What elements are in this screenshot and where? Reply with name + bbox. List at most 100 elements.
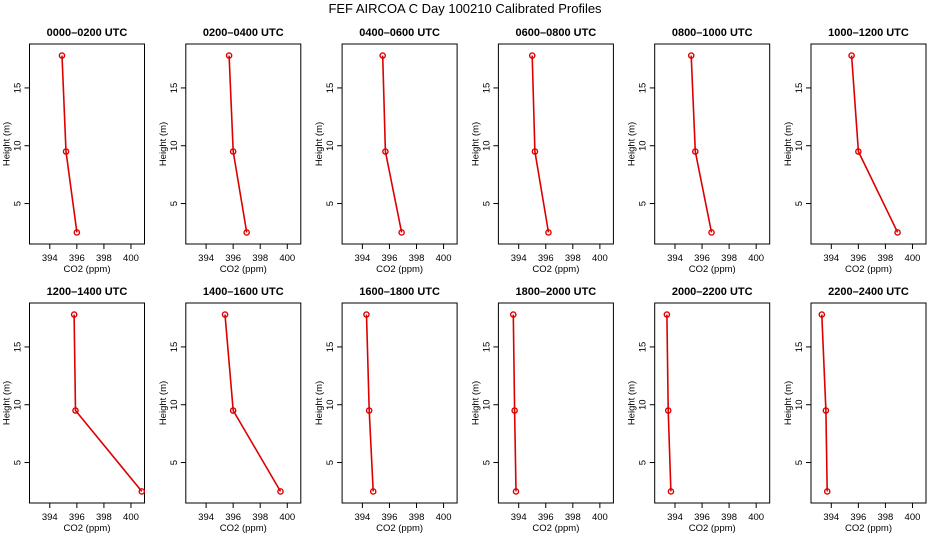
x-tick-label: 396 bbox=[225, 512, 241, 523]
x-axis-label: CO2 (ppm) bbox=[532, 264, 579, 275]
profile-point bbox=[379, 52, 386, 59]
panel-title: 1400–1600 UTC bbox=[203, 286, 284, 298]
profile-point bbox=[528, 52, 536, 59]
x-tick-label: 398 bbox=[721, 253, 737, 264]
profile-point bbox=[229, 148, 237, 155]
panel-title: 0800–1000 UTC bbox=[672, 27, 753, 39]
profile-point bbox=[818, 311, 826, 318]
x-axis-label: CO2 (ppm) bbox=[64, 264, 111, 275]
y-axis-label: Height (m) bbox=[470, 122, 481, 166]
plot-frame bbox=[654, 302, 771, 504]
x-tick-label: 398 bbox=[877, 253, 893, 264]
x-tick-label: 396 bbox=[69, 512, 85, 523]
x-tick-label: 396 bbox=[69, 253, 85, 264]
x-tick-label: 394 bbox=[198, 512, 214, 523]
x-tick-label: 400 bbox=[748, 253, 764, 264]
x-axis-label: CO2 (ppm) bbox=[532, 523, 579, 534]
plot-frame bbox=[810, 43, 927, 245]
y-tick-label: 10 bbox=[794, 399, 805, 410]
profile-point bbox=[667, 488, 675, 495]
y-tick-label: 5 bbox=[169, 201, 180, 206]
y-tick-label: 15 bbox=[638, 83, 649, 94]
x-tick-label: 398 bbox=[721, 512, 737, 523]
profile-point bbox=[894, 229, 901, 236]
profile-line bbox=[690, 55, 713, 233]
profile-point bbox=[708, 229, 715, 236]
profile-line bbox=[61, 55, 78, 233]
x-axis-label: CO2 (ppm) bbox=[376, 264, 423, 275]
y-tick-label: 5 bbox=[13, 460, 24, 465]
x-tick-label: 398 bbox=[252, 253, 268, 264]
y-tick-label: 10 bbox=[169, 140, 180, 151]
y-tick-label: 15 bbox=[325, 83, 336, 94]
profile-point bbox=[365, 407, 373, 414]
plot-frame bbox=[497, 43, 614, 245]
plot-frame bbox=[29, 43, 145, 245]
profile-point bbox=[512, 488, 520, 495]
y-tick-label: 10 bbox=[169, 399, 180, 410]
x-tick-label: 398 bbox=[96, 253, 112, 264]
x-axis-label: CO2 (ppm) bbox=[689, 264, 736, 275]
x-tick-label: 400 bbox=[592, 512, 608, 523]
panel-title: 1600–1800 UTC bbox=[359, 286, 440, 298]
x-tick-label: 394 bbox=[354, 512, 370, 523]
profile-point bbox=[363, 311, 370, 318]
y-tick-label: 15 bbox=[325, 342, 336, 353]
profile-line bbox=[73, 314, 143, 492]
profile-point bbox=[62, 148, 70, 155]
x-tick-label: 394 bbox=[198, 253, 214, 264]
profile-line bbox=[224, 314, 282, 492]
panel: 0800–1000 UTC 394 396 398 400 CO2 (ppm) 5 10 15 H… bbox=[627, 27, 771, 275]
y-axis-label: Height (m) bbox=[158, 122, 169, 166]
profile-point bbox=[229, 407, 237, 414]
panel: 2000–2200 UTC 394 396 398 400 CO2 (ppm) 5 10 15 H… bbox=[627, 286, 771, 534]
x-tick-label: 398 bbox=[409, 253, 425, 264]
panel: 0600–0800 UTC 394 396 398 400 CO2 (ppm) 5 10 15 H… bbox=[470, 27, 614, 275]
plot-frame bbox=[810, 302, 927, 504]
profile-point bbox=[663, 311, 671, 318]
x-tick-label: 394 bbox=[667, 512, 683, 523]
y-tick-label: 5 bbox=[325, 201, 336, 206]
y-axis-label: Height (m) bbox=[470, 381, 481, 425]
x-tick-label: 394 bbox=[42, 253, 58, 264]
x-tick-label: 396 bbox=[850, 512, 866, 523]
profile-line bbox=[821, 314, 828, 492]
y-axis-label: Height (m) bbox=[627, 381, 638, 425]
y-tick-label: 5 bbox=[169, 460, 180, 465]
y-tick-label: 5 bbox=[481, 201, 492, 206]
panel: 0200–0400 UTC 394 396 398 400 CO2 (ppm) 5 10 15 H… bbox=[158, 27, 302, 275]
x-tick-label: 396 bbox=[538, 253, 554, 264]
profile-point bbox=[848, 52, 855, 59]
profile-point bbox=[664, 407, 672, 414]
y-axis-label: Height (m) bbox=[2, 122, 13, 166]
y-axis-label: Height (m) bbox=[158, 381, 169, 425]
x-tick-label: 400 bbox=[905, 253, 921, 264]
x-tick-label: 400 bbox=[279, 253, 295, 264]
y-tick-label: 10 bbox=[325, 399, 336, 410]
profile-point bbox=[822, 407, 830, 414]
y-tick-label: 5 bbox=[794, 201, 805, 206]
x-tick-label: 398 bbox=[565, 253, 581, 264]
y-axis-label: Height (m) bbox=[314, 381, 325, 425]
panel: 1800–2000 UTC 394 396 398 400 CO2 (ppm) 5 10 15 H… bbox=[470, 286, 614, 534]
x-tick-label: 398 bbox=[409, 512, 425, 523]
x-tick-label: 400 bbox=[123, 253, 139, 264]
panel-title: 0600–0800 UTC bbox=[516, 27, 597, 39]
x-axis-label: CO2 (ppm) bbox=[845, 264, 892, 275]
y-tick-label: 15 bbox=[13, 83, 24, 94]
profile-point bbox=[369, 488, 377, 495]
profile-point bbox=[398, 229, 405, 236]
x-tick-label: 396 bbox=[694, 253, 710, 264]
panel: 1400–1600 UTC 394 396 398 400 CO2 (ppm) 5 10 15 H… bbox=[158, 286, 302, 534]
panel-title: 2200–2400 UTC bbox=[828, 286, 909, 298]
y-tick-label: 10 bbox=[325, 140, 336, 151]
y-tick-label: 5 bbox=[638, 201, 649, 206]
y-axis-label: Height (m) bbox=[783, 381, 794, 425]
y-axis-label: Height (m) bbox=[783, 122, 794, 166]
y-tick-label: 10 bbox=[638, 399, 649, 410]
profile-point bbox=[138, 488, 146, 495]
y-tick-label: 15 bbox=[481, 83, 492, 94]
y-tick-label: 10 bbox=[794, 140, 805, 151]
y-axis-label: Height (m) bbox=[2, 381, 13, 425]
